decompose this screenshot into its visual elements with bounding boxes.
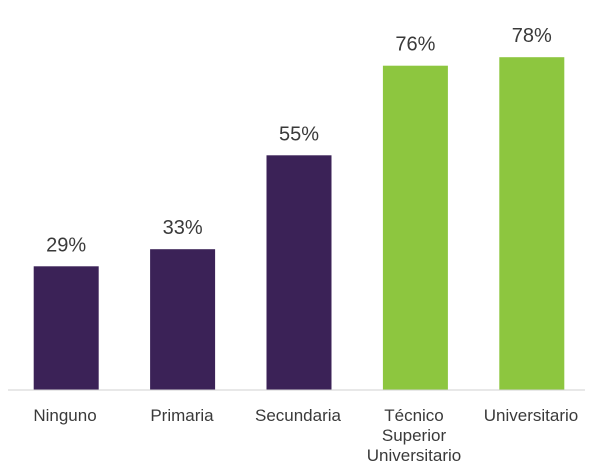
- bar: [33, 266, 99, 390]
- data-label: 29%: [46, 234, 86, 256]
- data-label: 33%: [163, 217, 203, 239]
- data-label: 55%: [279, 123, 319, 145]
- category-label: Técnico Superior Universitario: [366, 406, 462, 465]
- bar: [150, 249, 216, 390]
- bar: [499, 57, 565, 390]
- category-label: Ninguno: [33, 406, 97, 425]
- bar: [266, 155, 332, 390]
- category-label: Secundaria: [254, 406, 341, 425]
- category-label: Primaria: [150, 406, 214, 425]
- bars-layer: [33, 57, 565, 390]
- category-label: Universitario: [483, 406, 579, 425]
- bar: [382, 65, 448, 390]
- data-label: 76%: [395, 34, 435, 56]
- value-labels-layer: 29% 33% 55% 76% 78%: [46, 25, 552, 256]
- data-label: 78%: [512, 25, 552, 47]
